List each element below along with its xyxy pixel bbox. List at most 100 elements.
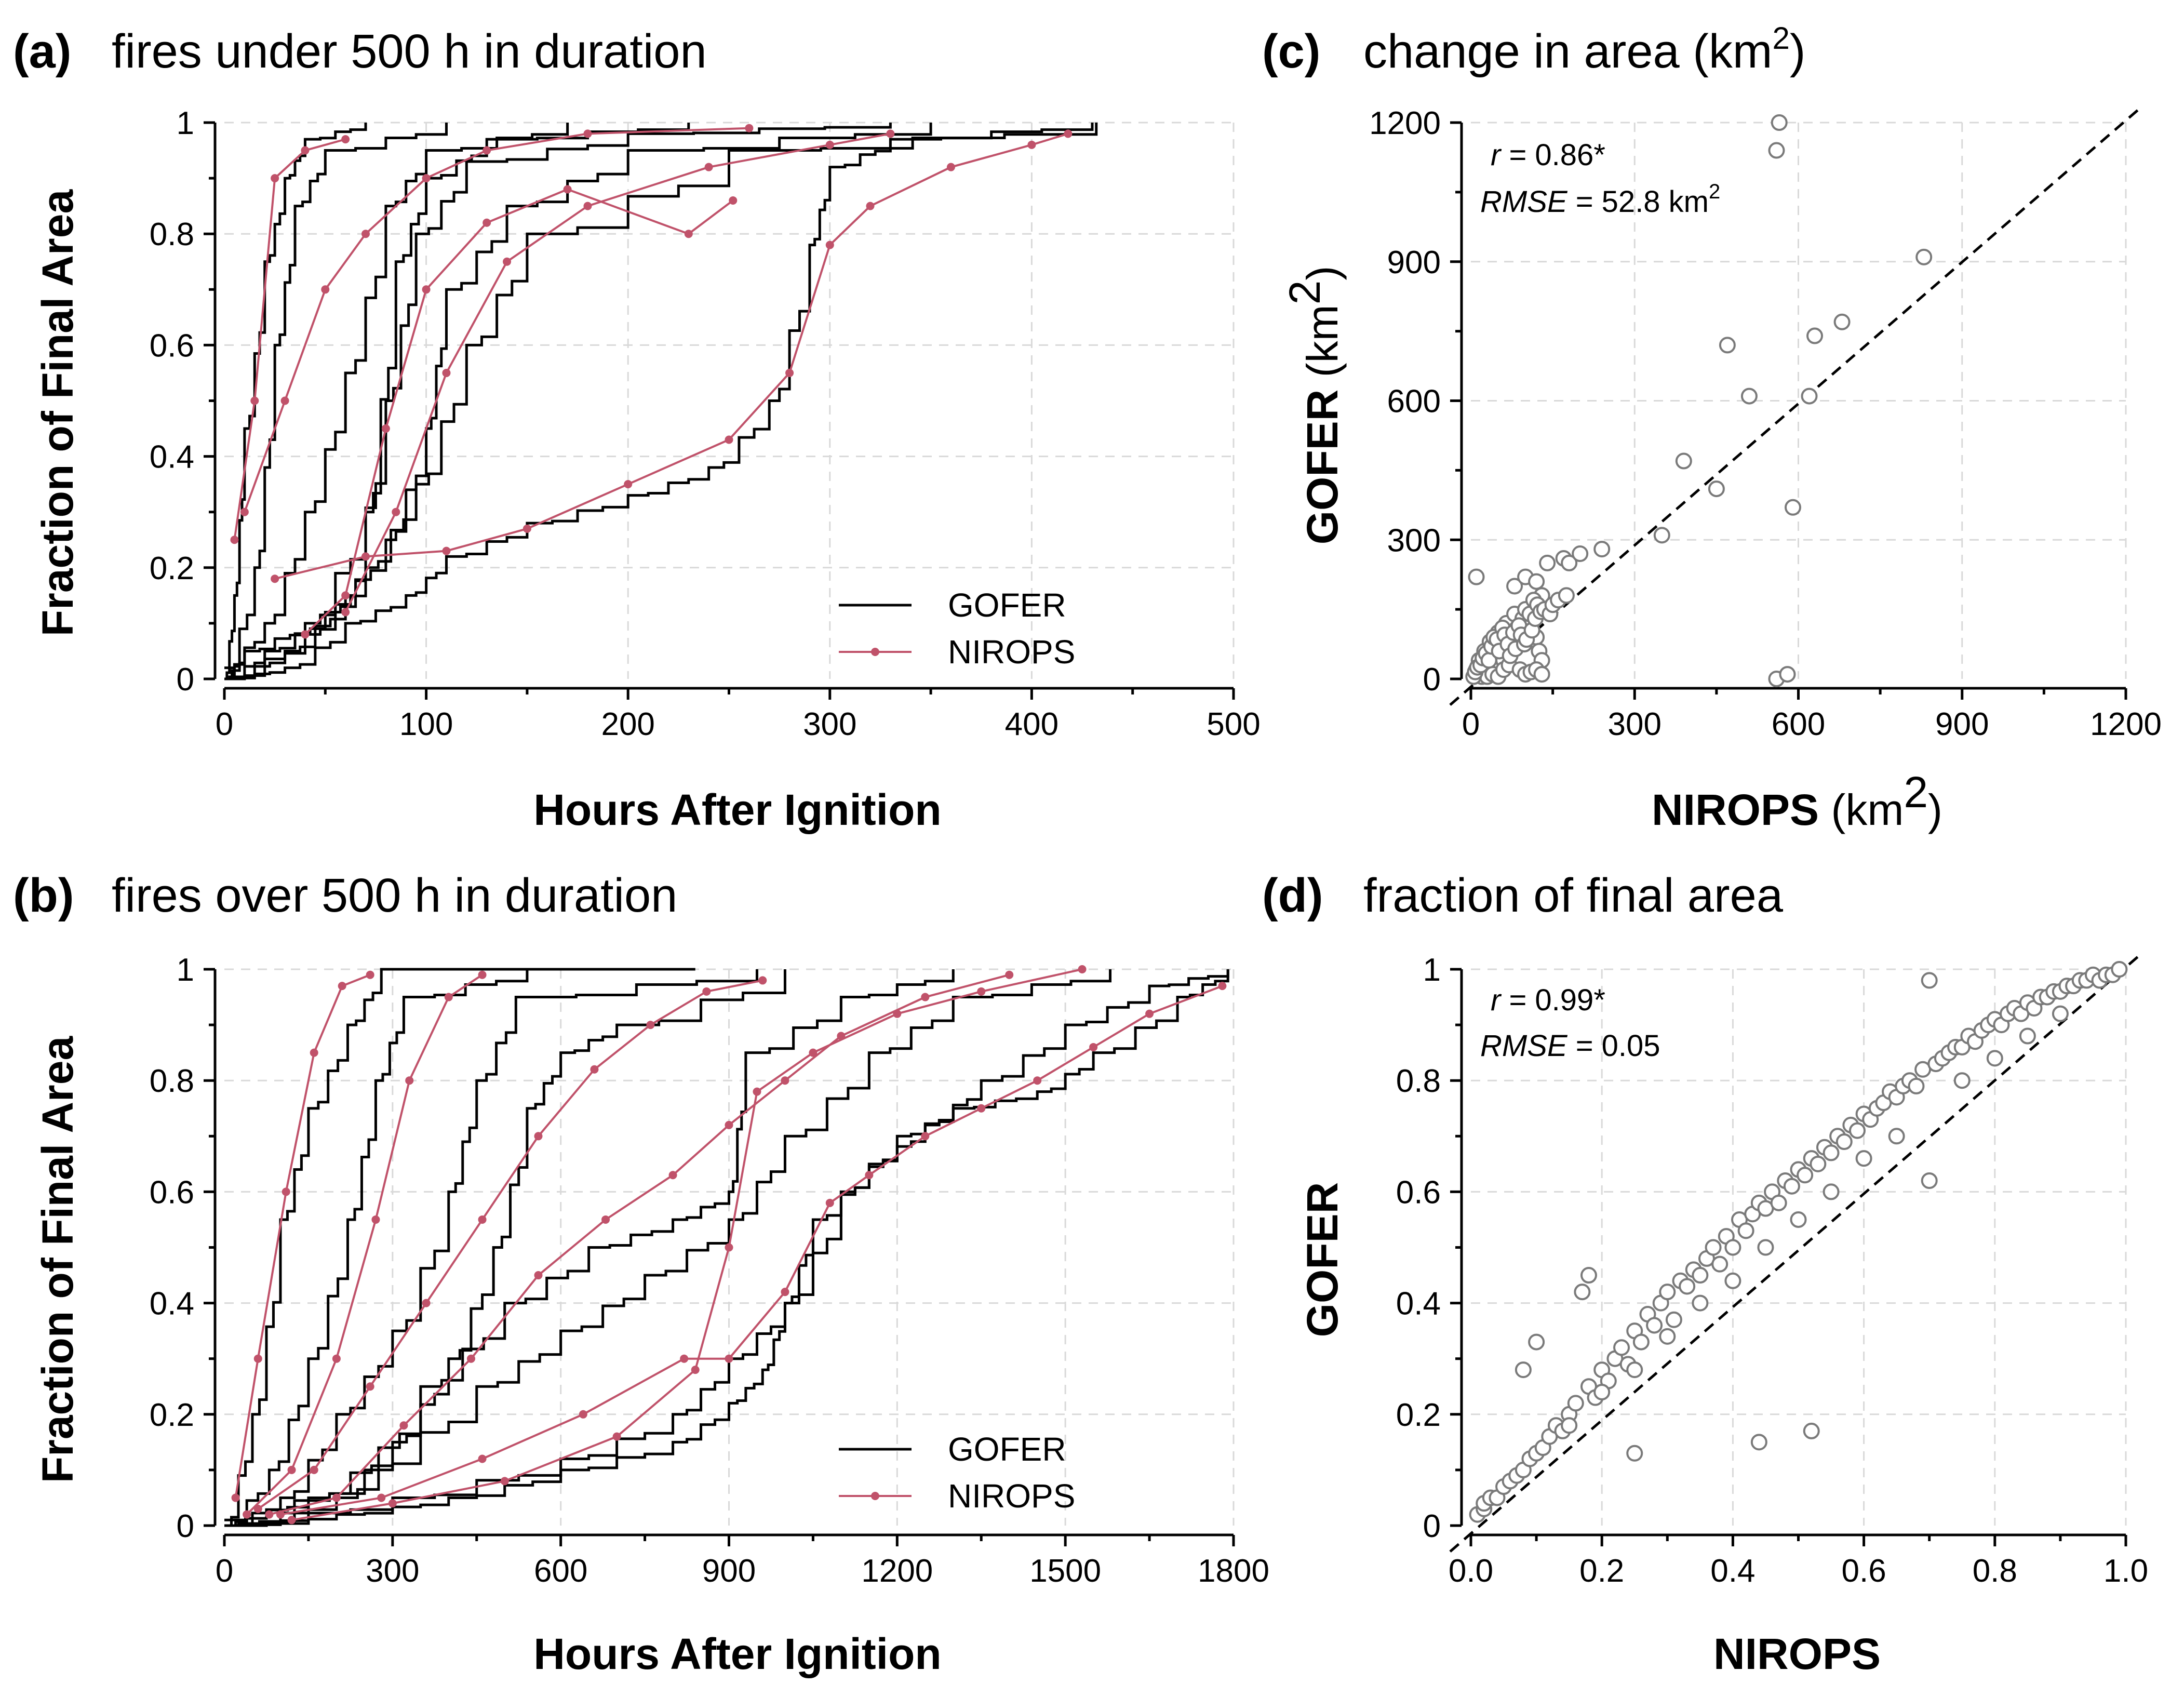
nirops-point	[371, 1215, 380, 1224]
scatter-point	[1888, 1128, 1905, 1145]
panel-c-ylabel: GOFER (km2)	[1280, 266, 1347, 545]
nirops-point	[399, 1421, 408, 1430]
nirops-point	[265, 1510, 274, 1519]
nirops-point	[483, 218, 491, 227]
nirops-point	[977, 987, 986, 996]
nirops-point	[825, 1198, 834, 1207]
scatter-point	[1626, 1445, 1643, 1462]
nirops-point	[886, 129, 895, 138]
nirops-point	[825, 140, 834, 149]
nirops-point	[612, 1432, 621, 1441]
y-tick-label: 0.2	[150, 1397, 194, 1433]
x-tick-label: 200	[601, 706, 654, 742]
panel-b-plot: 0 300 600 900 1200 1500 1800 0 0.2 0.4 0.6 0.8 1	[150, 952, 1269, 1589]
nirops-point	[287, 1516, 296, 1525]
scatter-point	[1833, 313, 1851, 330]
nirops-point	[1005, 970, 1014, 979]
panel-c-title: change in area (km2)	[1363, 21, 1806, 78]
panel-b-legend: GOFER NIROPS	[839, 1431, 1075, 1515]
panel-d-xlabel: NIROPS	[1713, 1629, 1881, 1678]
scatter-point	[1675, 452, 1692, 470]
y-tick-label: 0.2	[1396, 1397, 1441, 1433]
scatter-point	[1646, 1317, 1663, 1334]
nirops-point	[381, 424, 390, 433]
scatter-point	[1567, 1395, 1584, 1412]
rmse-sup: 2	[1709, 180, 1720, 203]
nirops-point	[534, 1132, 543, 1141]
nirops-point	[361, 552, 370, 561]
scatter-point	[1561, 1417, 1578, 1434]
scatter-point	[1921, 1172, 1938, 1189]
nirops-series-line	[344, 132, 891, 613]
scatter-point	[1855, 1150, 1872, 1167]
scatter-point	[2052, 1005, 2069, 1022]
gofer-series-line	[224, 123, 892, 680]
panel-c-xlabel: NIROPS (km2)	[1652, 768, 1942, 834]
scatter-point	[1908, 1077, 1925, 1094]
nirops-point	[442, 546, 451, 555]
gofer-series-line	[224, 968, 695, 1527]
y-tick-label: 0.6	[150, 328, 194, 364]
nirops-point	[725, 435, 733, 444]
x-tick-label: 600	[534, 1553, 587, 1589]
x-tick-label: 0.0	[1449, 1553, 1493, 1589]
scatter-point	[1803, 1422, 1820, 1439]
nirops-point	[276, 1510, 285, 1519]
y-tick-label: 0.6	[150, 1174, 194, 1210]
nirops-point	[563, 185, 572, 194]
panel-a-label: (a)	[13, 25, 71, 78]
nirops-series-line	[274, 132, 1068, 580]
nirops-point	[522, 524, 531, 533]
nirops-point	[579, 1410, 587, 1419]
panel-c-rmse: RMSE = 52.8 km2	[1480, 180, 1720, 219]
scatter-point	[1653, 527, 1670, 544]
panel-a-xlabel: Hours After Ignition	[533, 785, 942, 834]
panel-c-label: (c)	[1262, 25, 1320, 78]
scatter-point	[1561, 554, 1578, 571]
nirops-point	[341, 135, 350, 144]
legend-gofer-label: GOFER	[948, 1431, 1066, 1468]
nirops-point	[503, 257, 512, 266]
nirops-point	[1078, 965, 1087, 973]
nirops-point	[781, 1288, 789, 1297]
panel-c-ylabel-unit: (km	[1298, 304, 1347, 389]
nirops-point	[921, 1132, 930, 1141]
nirops-point	[725, 1120, 733, 1129]
r-symbol: r	[1491, 983, 1502, 1017]
one-to-one-line	[1449, 953, 2142, 1553]
scatter-point	[1823, 1183, 1840, 1200]
scatter-point	[1810, 1155, 1827, 1172]
scatter-point	[1692, 1294, 1709, 1312]
panel-b-title: fires over 500 h in duration	[112, 869, 677, 922]
nirops-point	[405, 1076, 414, 1085]
scatter-point	[1835, 1133, 1853, 1151]
panel-d-r: r = 0.99*	[1491, 983, 1605, 1017]
nirops-series-line	[269, 973, 1010, 1516]
nirops-point	[691, 1366, 700, 1374]
legend-nirops-marker	[871, 648, 879, 656]
scatter-point	[1572, 545, 1589, 563]
y-tick-label: 300	[1387, 523, 1441, 558]
scatter-point	[1705, 1239, 1722, 1256]
nirops-point	[287, 1465, 296, 1474]
r-symbol: r	[1491, 138, 1502, 172]
panel-d-plot: 0.0 0.2 0.4 0.6 0.8 1.0 0 0.2 0.4 0.6 0.8 1	[1396, 952, 2148, 1589]
x-tick-label: 900	[702, 1553, 756, 1589]
nirops-series-line	[304, 188, 734, 635]
panel-c-plot: 0 300 600 900 1200 0 300 600 900 1200	[1369, 105, 2162, 742]
gofer-series-line	[224, 969, 1112, 1527]
nirops-point	[534, 1271, 543, 1280]
scatter-point	[1506, 578, 1523, 595]
x-tick-label: 0.4	[1710, 1553, 1755, 1589]
panel-c-xlabel-close: )	[1928, 785, 1942, 834]
legend-nirops-label: NIROPS	[948, 1477, 1075, 1515]
nirops-point	[361, 230, 370, 238]
y-tick-label: 600	[1387, 384, 1441, 420]
scatter-point	[1613, 1339, 1630, 1356]
y-tick-label: 0.8	[1396, 1063, 1441, 1099]
gofer-series-line	[224, 123, 367, 680]
nirops-point	[758, 976, 767, 985]
nirops-point	[422, 174, 431, 183]
nirops-point	[725, 1243, 733, 1252]
